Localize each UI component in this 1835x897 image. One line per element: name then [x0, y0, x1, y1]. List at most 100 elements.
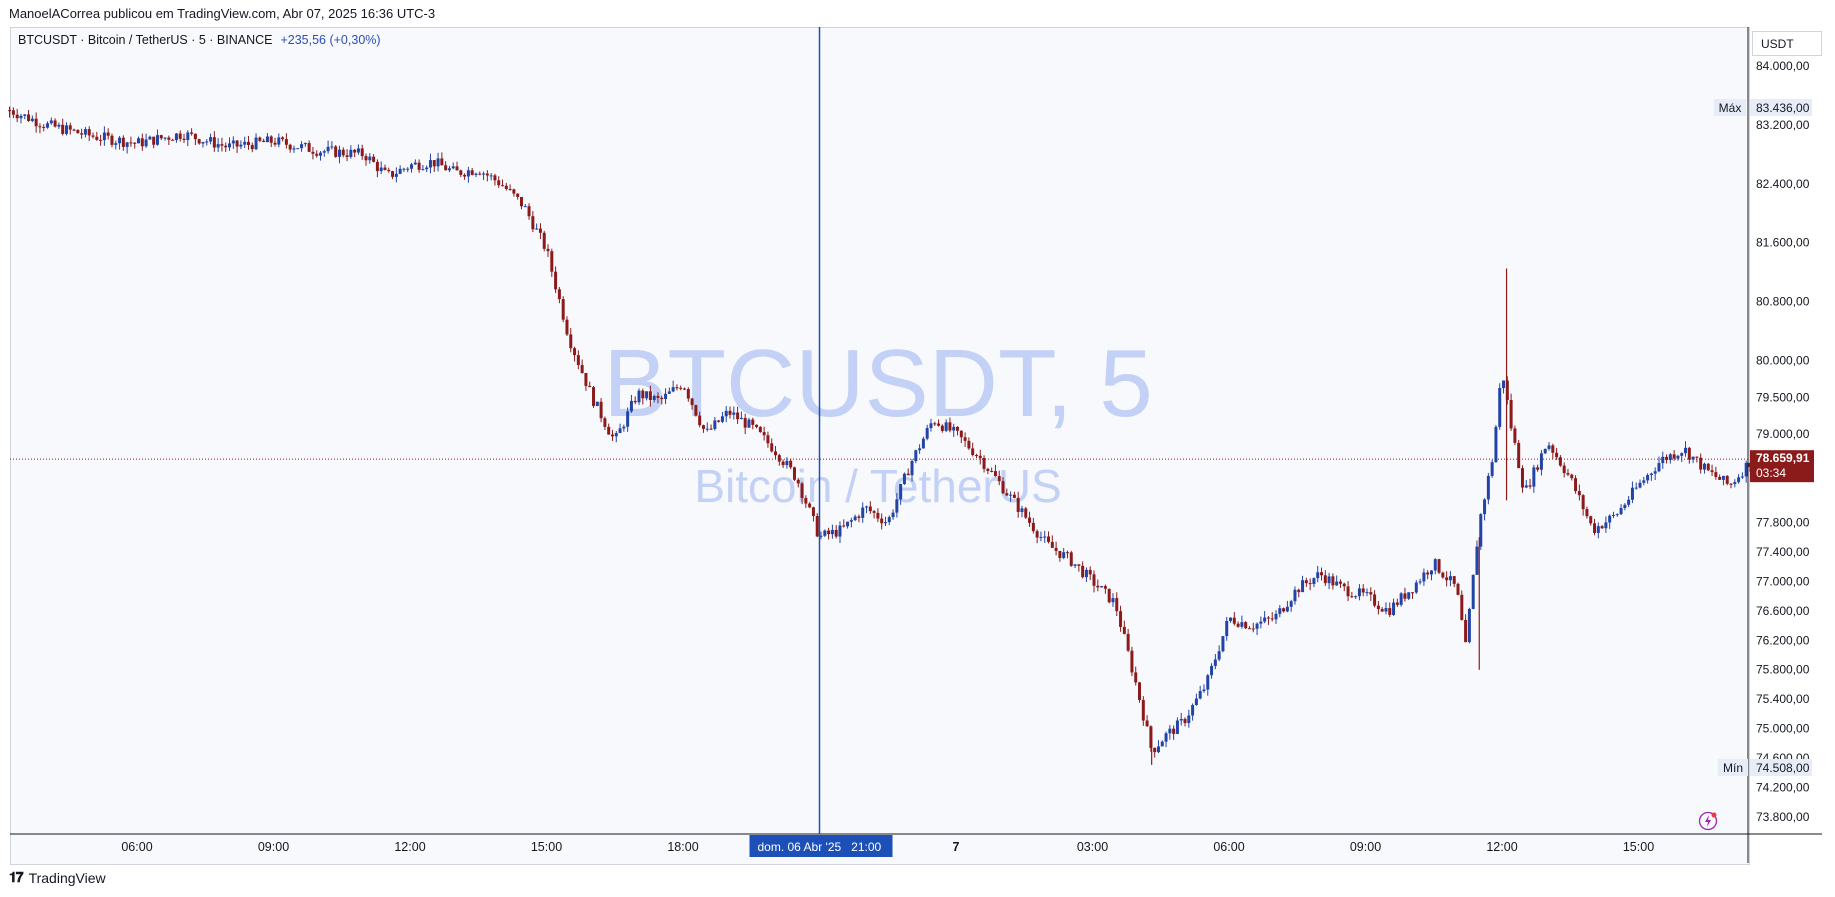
candle-body	[523, 206, 527, 208]
candle-body	[186, 132, 190, 140]
candle-body	[1737, 477, 1741, 483]
candle-body	[1429, 570, 1433, 575]
candle-body	[102, 132, 106, 141]
candle-body	[1100, 586, 1104, 588]
candle-body	[356, 148, 360, 153]
chart-pane[interactable]	[10, 27, 1750, 865]
candle-body	[1649, 473, 1653, 476]
candle-body	[1020, 508, 1024, 512]
candle-body	[1005, 493, 1009, 496]
time-axis[interactable]: 06:00 09:00 12:00 15:00 18:00 7 03:00 06:00 09:0…	[121, 840, 1654, 854]
candle-body	[1024, 508, 1028, 518]
candle-body	[1096, 585, 1100, 588]
candle-body	[796, 479, 800, 484]
candle-body	[573, 348, 577, 356]
candle-body	[1399, 593, 1403, 605]
candle-body	[538, 228, 542, 233]
candle-body	[569, 334, 573, 349]
candle-body	[1335, 581, 1339, 586]
candle-body	[1039, 536, 1043, 538]
candle-body	[235, 140, 239, 147]
candle-body	[1107, 588, 1111, 603]
candle-body	[1471, 574, 1475, 609]
price-axis[interactable]: 84.000,00 83.200,00 82.400,00 81.600,00 80.8…	[1756, 59, 1810, 824]
candle-body	[322, 151, 326, 153]
currency-unit-button[interactable]: USDT	[1752, 31, 1822, 56]
candle-body	[209, 137, 213, 142]
candle-body	[978, 455, 982, 459]
tradingview-logo[interactable]: 𝟏𝟕 TradingView	[9, 869, 106, 886]
candle-body	[1331, 576, 1335, 586]
candle-body	[114, 143, 118, 145]
candle-body	[159, 135, 163, 139]
candle-body	[444, 165, 448, 171]
candle-body	[38, 126, 42, 128]
candle-body	[948, 422, 952, 431]
candle-body	[1600, 526, 1604, 529]
candle-body	[1191, 705, 1195, 716]
candle-body	[584, 373, 588, 386]
candle-body	[667, 391, 671, 394]
candle-body	[171, 139, 175, 141]
candle-body	[296, 148, 300, 150]
candle-body	[527, 206, 531, 217]
candle-body	[1744, 462, 1748, 477]
symbol-legend[interactable]: BTCUSDT · Bitcoin / TetherUS · 5 · BINAN…	[18, 33, 381, 47]
candle-body	[1505, 380, 1509, 401]
candle-body	[1175, 720, 1179, 734]
max-value-bg	[1750, 99, 1812, 116]
candle-body	[330, 146, 334, 148]
candle-body	[683, 388, 687, 390]
candle-body	[690, 398, 694, 406]
lightning-icon[interactable]	[1698, 811, 1718, 831]
candle-body	[1081, 565, 1085, 578]
candle-body	[1001, 481, 1005, 494]
candle-body	[815, 515, 819, 537]
candle-body	[1448, 576, 1452, 581]
candle-body	[781, 461, 785, 466]
candle-body	[1126, 633, 1130, 651]
candle-body	[1069, 552, 1073, 566]
candle-body	[1524, 485, 1528, 488]
candle-body	[508, 189, 512, 191]
candle-body	[99, 139, 103, 141]
candle-body	[626, 411, 630, 427]
candle-body	[1452, 576, 1456, 584]
candle-body	[1357, 588, 1361, 597]
candle-body	[243, 141, 247, 145]
candle-body	[1369, 592, 1373, 595]
candle-body	[1373, 594, 1377, 606]
candle-body	[1596, 526, 1600, 533]
candle-body	[762, 432, 766, 436]
candle-body	[288, 144, 292, 150]
price-tick-label: 79.500,00	[1756, 390, 1810, 404]
candle-body	[57, 124, 61, 127]
candle-body	[1411, 592, 1415, 594]
candle-body	[1153, 747, 1157, 753]
candle-body	[250, 144, 254, 150]
candle-body	[1054, 547, 1058, 551]
candle-body	[887, 517, 891, 523]
time-tick-label: 18:00	[667, 840, 698, 854]
candle-body	[1327, 576, 1331, 584]
candle-body	[910, 460, 914, 476]
candle-body	[542, 232, 546, 249]
candle-body	[1012, 494, 1016, 498]
candle-body	[383, 167, 387, 170]
candle-body	[1460, 594, 1464, 620]
candle-body	[212, 137, 216, 148]
candle-body	[417, 162, 421, 170]
candle-body	[1668, 454, 1672, 460]
candle-body	[11, 110, 15, 115]
candle-body	[546, 248, 550, 252]
candle-body	[1740, 476, 1744, 478]
candle-body	[1445, 577, 1449, 581]
candle-body	[425, 167, 429, 170]
time-tick-label: 03:00	[1077, 840, 1108, 854]
candle-body	[258, 137, 262, 141]
candle-body	[91, 135, 95, 137]
candle-body	[519, 196, 523, 207]
candle-body	[1073, 564, 1077, 566]
candle-body	[1486, 475, 1490, 500]
